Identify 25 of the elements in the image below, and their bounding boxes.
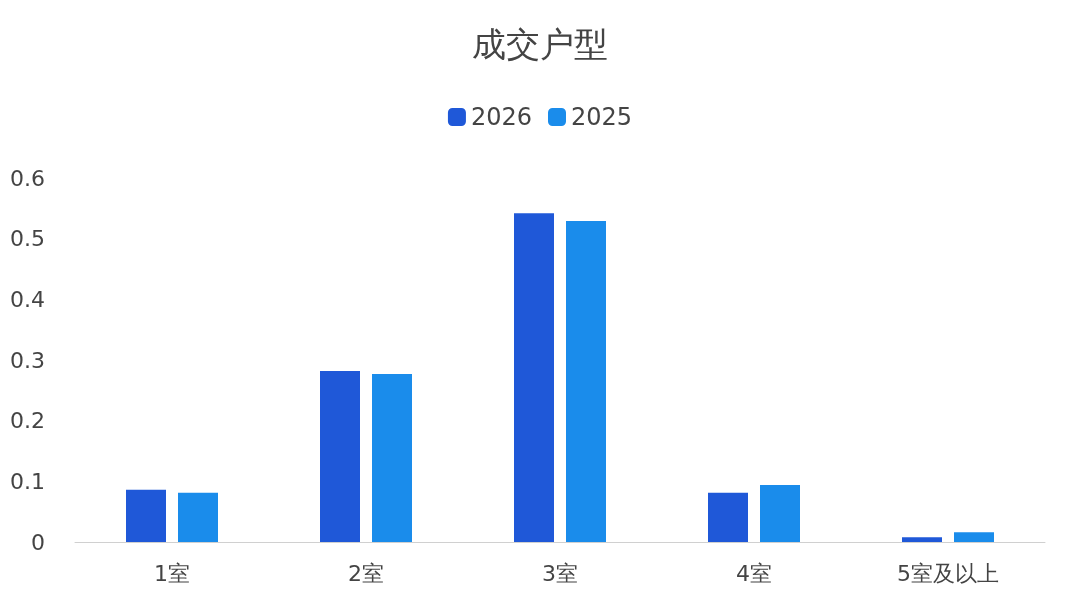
y-tick-label: 0.3 xyxy=(10,347,45,373)
x-tick-label: 1室 xyxy=(154,560,190,586)
x-tick-label: 3室 xyxy=(542,560,578,586)
bar xyxy=(902,537,942,542)
y-tick-label: 0 xyxy=(31,529,45,555)
y-tick-label: 0.2 xyxy=(10,408,45,434)
y-tick-label: 0.4 xyxy=(10,286,45,312)
bar xyxy=(708,492,748,542)
bar xyxy=(372,373,412,542)
bar xyxy=(514,213,554,542)
y-tick-label: 0.5 xyxy=(10,226,45,252)
y-tick-label: 0.1 xyxy=(10,468,45,494)
chart-title: 成交户型 xyxy=(472,24,608,64)
bar xyxy=(954,532,994,542)
bar xyxy=(566,221,606,542)
x-tick-label: 2室 xyxy=(348,560,384,586)
y-tick-label: 0.6 xyxy=(10,165,45,191)
legend-label: 2026 xyxy=(470,103,532,131)
bar xyxy=(126,489,166,542)
bar xyxy=(760,484,800,542)
legend-label: 2025 xyxy=(571,103,633,131)
x-tick-label: 4室 xyxy=(736,560,772,586)
bar xyxy=(320,370,360,542)
bar xyxy=(178,492,218,542)
x-tick-label: 5室及以上 xyxy=(897,560,999,586)
